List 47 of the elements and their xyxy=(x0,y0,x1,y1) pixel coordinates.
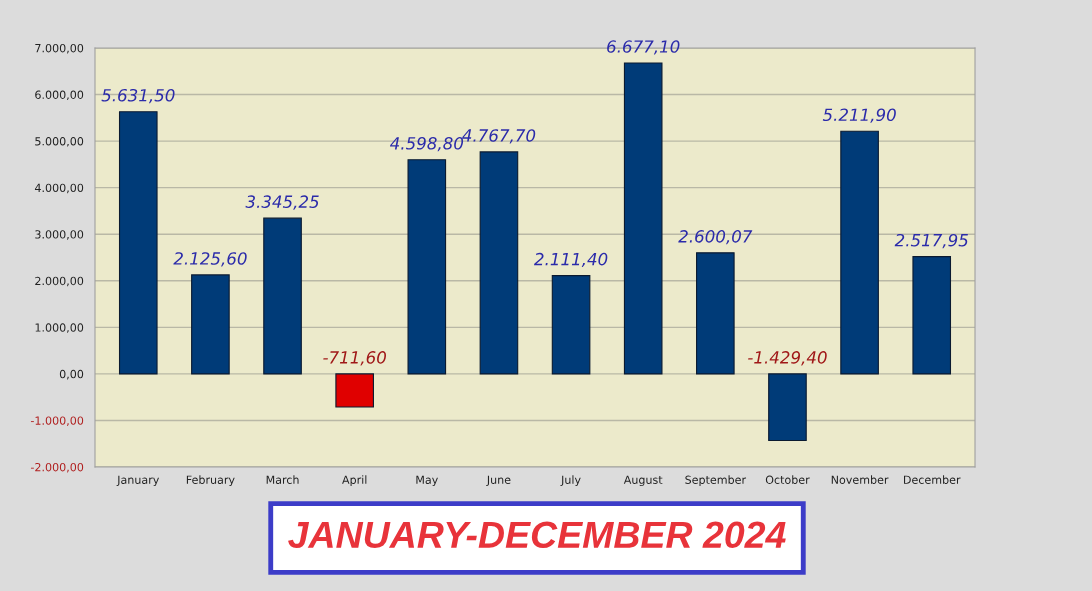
data-label: 2.111,40 xyxy=(534,252,608,268)
x-tick-label: April xyxy=(342,475,367,487)
data-label: 4.598,80 xyxy=(390,137,464,152)
bar xyxy=(263,217,302,375)
data-label: 2.125,60 xyxy=(173,252,247,267)
data-label: 3.345,25 xyxy=(245,195,319,210)
data-label: 5.211,90 xyxy=(822,108,896,123)
bar xyxy=(623,62,663,375)
y-tick-label: 7.000,00 xyxy=(35,43,84,54)
bar xyxy=(768,373,807,441)
x-tick-label: September xyxy=(685,475,747,487)
x-tick-label: August xyxy=(623,475,663,487)
text: JANUARY-DECEMBER 2024 xyxy=(288,521,786,549)
y-tick-label: 0,00 xyxy=(59,369,84,380)
x-tick-label: January xyxy=(116,475,160,487)
x-tick-label: November xyxy=(831,475,889,484)
data-label: -1.429,40 xyxy=(748,351,827,366)
data-label: 4.767,70 xyxy=(462,129,536,144)
data-label: -711,60 xyxy=(323,351,386,366)
bar xyxy=(696,252,735,375)
x-tick-label: June xyxy=(486,475,511,486)
y-tick-label: 2.000,00 xyxy=(35,276,84,287)
y-tick-label: 4.000,00 xyxy=(34,183,84,194)
bar xyxy=(840,130,879,375)
x-tick-label: December xyxy=(904,475,961,484)
y-tick-label: -2.000,00 xyxy=(30,462,84,473)
x-tick-label: October xyxy=(765,475,810,484)
x-tick-label: February xyxy=(186,475,235,487)
data-label: 2.517,95 xyxy=(894,233,968,249)
bar xyxy=(118,111,158,375)
y-tick-label: 1.000,00 xyxy=(35,323,84,333)
y-tick-label: 3.000,00 xyxy=(35,230,84,240)
x-tick-label: March xyxy=(266,475,299,484)
y-tick-label: 5.000,00 xyxy=(35,137,84,147)
bar xyxy=(407,159,447,375)
x-tick-label: July xyxy=(560,475,581,487)
data-label: 2.600,07 xyxy=(678,230,753,245)
y-tick-label: 6.000,00 xyxy=(35,90,84,101)
bar xyxy=(191,274,230,375)
bar xyxy=(479,151,519,375)
data-label: 5.631,50 xyxy=(101,88,175,104)
bar xyxy=(912,256,952,375)
bar xyxy=(335,373,374,408)
y-tick-label: -1.000,00 xyxy=(30,416,84,426)
x-tick-label: May xyxy=(416,475,438,487)
data-label: 6.677,10 xyxy=(607,40,680,55)
bar xyxy=(551,275,591,375)
